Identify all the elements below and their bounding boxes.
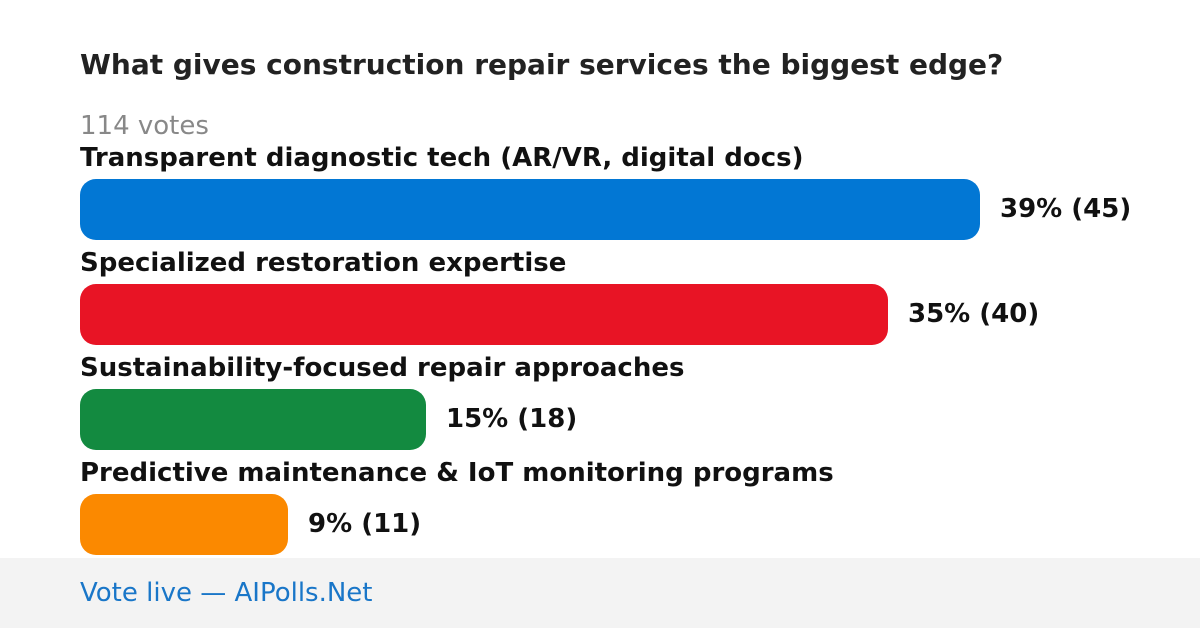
poll-option[interactable]: Specialized restoration expertise 35% (40…: [80, 247, 1180, 352]
option-label: Sustainability-focused repair approaches: [80, 353, 685, 383]
footer-bar: Vote live — AIPolls.Net: [0, 558, 1200, 628]
poll-option[interactable]: Transparent diagnostic tech (AR/VR, digi…: [80, 142, 1180, 247]
result-value-label: 9% (11): [308, 509, 422, 539]
result-bar: [80, 284, 888, 345]
option-label: Specialized restoration expertise: [80, 248, 567, 278]
poll-option[interactable]: Sustainability-focused repair approaches…: [80, 352, 1180, 457]
vote-count: 114 votes: [80, 111, 209, 141]
result-bar: [80, 389, 426, 450]
poll-option[interactable]: Predictive maintenance & IoT monitoring …: [80, 457, 1180, 562]
result-value-label: 39% (45): [1000, 194, 1132, 224]
option-label: Predictive maintenance & IoT monitoring …: [80, 458, 834, 488]
result-bar: [80, 494, 288, 555]
poll-title: What gives construction repair services …: [80, 48, 1004, 81]
result-bar: [80, 179, 980, 240]
option-label: Transparent diagnostic tech (AR/VR, digi…: [80, 143, 804, 173]
result-value-label: 15% (18): [446, 404, 578, 434]
result-value-label: 35% (40): [908, 299, 1040, 329]
vote-live-link[interactable]: Vote live — AIPolls.Net: [80, 578, 373, 608]
